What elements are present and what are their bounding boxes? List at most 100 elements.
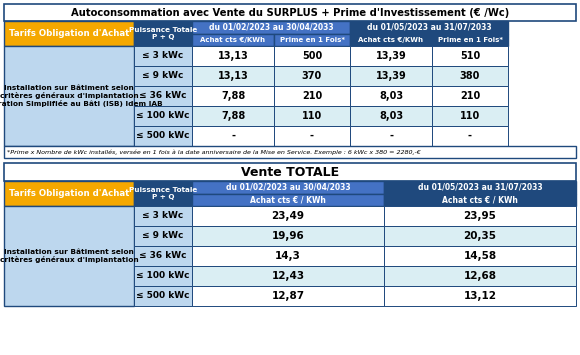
- Text: 13,39: 13,39: [376, 71, 407, 81]
- Bar: [384, 226, 576, 246]
- Bar: [4, 21, 134, 46]
- Text: 510: 510: [460, 51, 480, 61]
- Text: du 01/02/2023 au 30/04/2033: du 01/02/2023 au 30/04/2033: [226, 183, 350, 192]
- Text: 13,12: 13,12: [463, 291, 496, 301]
- Text: -: -: [468, 131, 472, 141]
- Bar: [350, 126, 432, 146]
- Text: Tarifs Obligation d'Achat: Tarifs Obligation d'Achat: [9, 29, 129, 38]
- Bar: [134, 106, 192, 126]
- Text: Autoconsommation avec Vente du SURPLUS + Prime d'Investissement (€ /Wc): Autoconsommation avec Vente du SURPLUS +…: [71, 7, 509, 17]
- Bar: [4, 206, 134, 306]
- Bar: [192, 194, 384, 206]
- Bar: [432, 126, 508, 146]
- Text: ≤ 500 kWc: ≤ 500 kWc: [136, 131, 190, 141]
- Bar: [192, 106, 274, 126]
- Text: Achat cts € / KWh: Achat cts € / KWh: [250, 196, 326, 204]
- Text: 13,39: 13,39: [376, 51, 407, 61]
- Text: 210: 210: [302, 91, 322, 101]
- Text: du 01/05/2023 au 31/07/2033: du 01/05/2023 au 31/07/2033: [367, 23, 491, 32]
- Text: 500: 500: [302, 51, 322, 61]
- Bar: [134, 206, 192, 226]
- Text: -: -: [310, 131, 314, 141]
- Bar: [134, 126, 192, 146]
- Bar: [192, 226, 384, 246]
- Bar: [4, 181, 134, 206]
- Bar: [192, 126, 274, 146]
- Text: ≤ 100 kWc: ≤ 100 kWc: [136, 111, 190, 120]
- Text: Puissance Totale
P + Q: Puissance Totale P + Q: [129, 27, 197, 40]
- Text: 8,03: 8,03: [379, 111, 403, 121]
- Text: 12,68: 12,68: [463, 271, 496, 281]
- Bar: [384, 181, 576, 194]
- Bar: [192, 46, 274, 66]
- Text: ≤ 3 kWc: ≤ 3 kWc: [142, 212, 184, 220]
- Bar: [350, 46, 432, 66]
- Text: Installation sur Bâtiment selon
critères généraux d'implantation: Installation sur Bâtiment selon critères…: [0, 249, 138, 263]
- Bar: [192, 246, 384, 266]
- Text: 380: 380: [460, 71, 480, 81]
- Text: 7,88: 7,88: [221, 111, 245, 121]
- Bar: [192, 286, 384, 306]
- Bar: [274, 46, 350, 66]
- Text: ≤ 36 kWc: ≤ 36 kWc: [139, 92, 187, 100]
- Bar: [192, 206, 384, 226]
- Bar: [384, 206, 576, 226]
- Bar: [274, 34, 350, 46]
- Bar: [432, 86, 508, 106]
- Text: 13,13: 13,13: [218, 51, 248, 61]
- Bar: [192, 21, 350, 34]
- Text: 110: 110: [460, 111, 480, 121]
- Bar: [134, 181, 192, 206]
- Text: du 01/02/2023 au 30/04/2033: du 01/02/2023 au 30/04/2033: [209, 23, 334, 32]
- Bar: [192, 181, 384, 194]
- Text: 12,87: 12,87: [271, 291, 304, 301]
- Bar: [384, 246, 576, 266]
- Bar: [4, 163, 576, 181]
- Bar: [350, 86, 432, 106]
- Text: 14,58: 14,58: [463, 251, 496, 261]
- Text: Vente TOTALE: Vente TOTALE: [241, 165, 339, 179]
- Bar: [384, 286, 576, 306]
- Text: ≤ 100 kWc: ≤ 100 kWc: [136, 272, 190, 280]
- Bar: [432, 106, 508, 126]
- Bar: [192, 66, 274, 86]
- Text: ≤ 36 kWc: ≤ 36 kWc: [139, 251, 187, 261]
- Bar: [134, 46, 192, 66]
- Text: -: -: [389, 131, 393, 141]
- Text: Achat cts € / KWh: Achat cts € / KWh: [442, 196, 518, 204]
- Text: Tarifs Obligation d'Achat: Tarifs Obligation d'Achat: [9, 189, 129, 198]
- Bar: [134, 266, 192, 286]
- Text: 14,3: 14,3: [275, 251, 301, 261]
- Bar: [192, 34, 274, 46]
- Bar: [384, 266, 576, 286]
- Bar: [274, 126, 350, 146]
- Bar: [384, 194, 576, 206]
- Text: 12,43: 12,43: [271, 271, 304, 281]
- Bar: [192, 86, 274, 106]
- Bar: [192, 266, 384, 286]
- Text: ≤ 500 kWc: ≤ 500 kWc: [136, 291, 190, 300]
- Text: ≤ 3 kWc: ≤ 3 kWc: [142, 51, 184, 60]
- Text: 210: 210: [460, 91, 480, 101]
- Bar: [350, 106, 432, 126]
- Text: 20,35: 20,35: [463, 231, 496, 241]
- Text: Puissance Totale
P + Q: Puissance Totale P + Q: [129, 187, 197, 200]
- Text: du 01/05/2023 au 31/07/2033: du 01/05/2023 au 31/07/2033: [418, 183, 542, 192]
- Text: -: -: [231, 131, 235, 141]
- Text: *Prime x Nombre de kWc installés, versée en 1 fois à la date anniversaire de la : *Prime x Nombre de kWc installés, versée…: [7, 149, 420, 155]
- Text: 7,88: 7,88: [221, 91, 245, 101]
- Bar: [134, 86, 192, 106]
- Bar: [4, 146, 576, 158]
- Bar: [350, 21, 508, 34]
- Text: 370: 370: [302, 71, 322, 81]
- Bar: [134, 246, 192, 266]
- Bar: [134, 286, 192, 306]
- Text: Prime en 1 Fois*: Prime en 1 Fois*: [280, 37, 345, 43]
- Bar: [350, 66, 432, 86]
- Bar: [4, 4, 576, 21]
- Text: Installation sur Bâtiment selon
critères généraux d'implantation
Intégration Sim: Installation sur Bâtiment selon critères…: [0, 85, 162, 107]
- Text: 23,49: 23,49: [271, 211, 304, 221]
- Bar: [134, 21, 192, 46]
- Bar: [4, 46, 134, 146]
- Bar: [274, 106, 350, 126]
